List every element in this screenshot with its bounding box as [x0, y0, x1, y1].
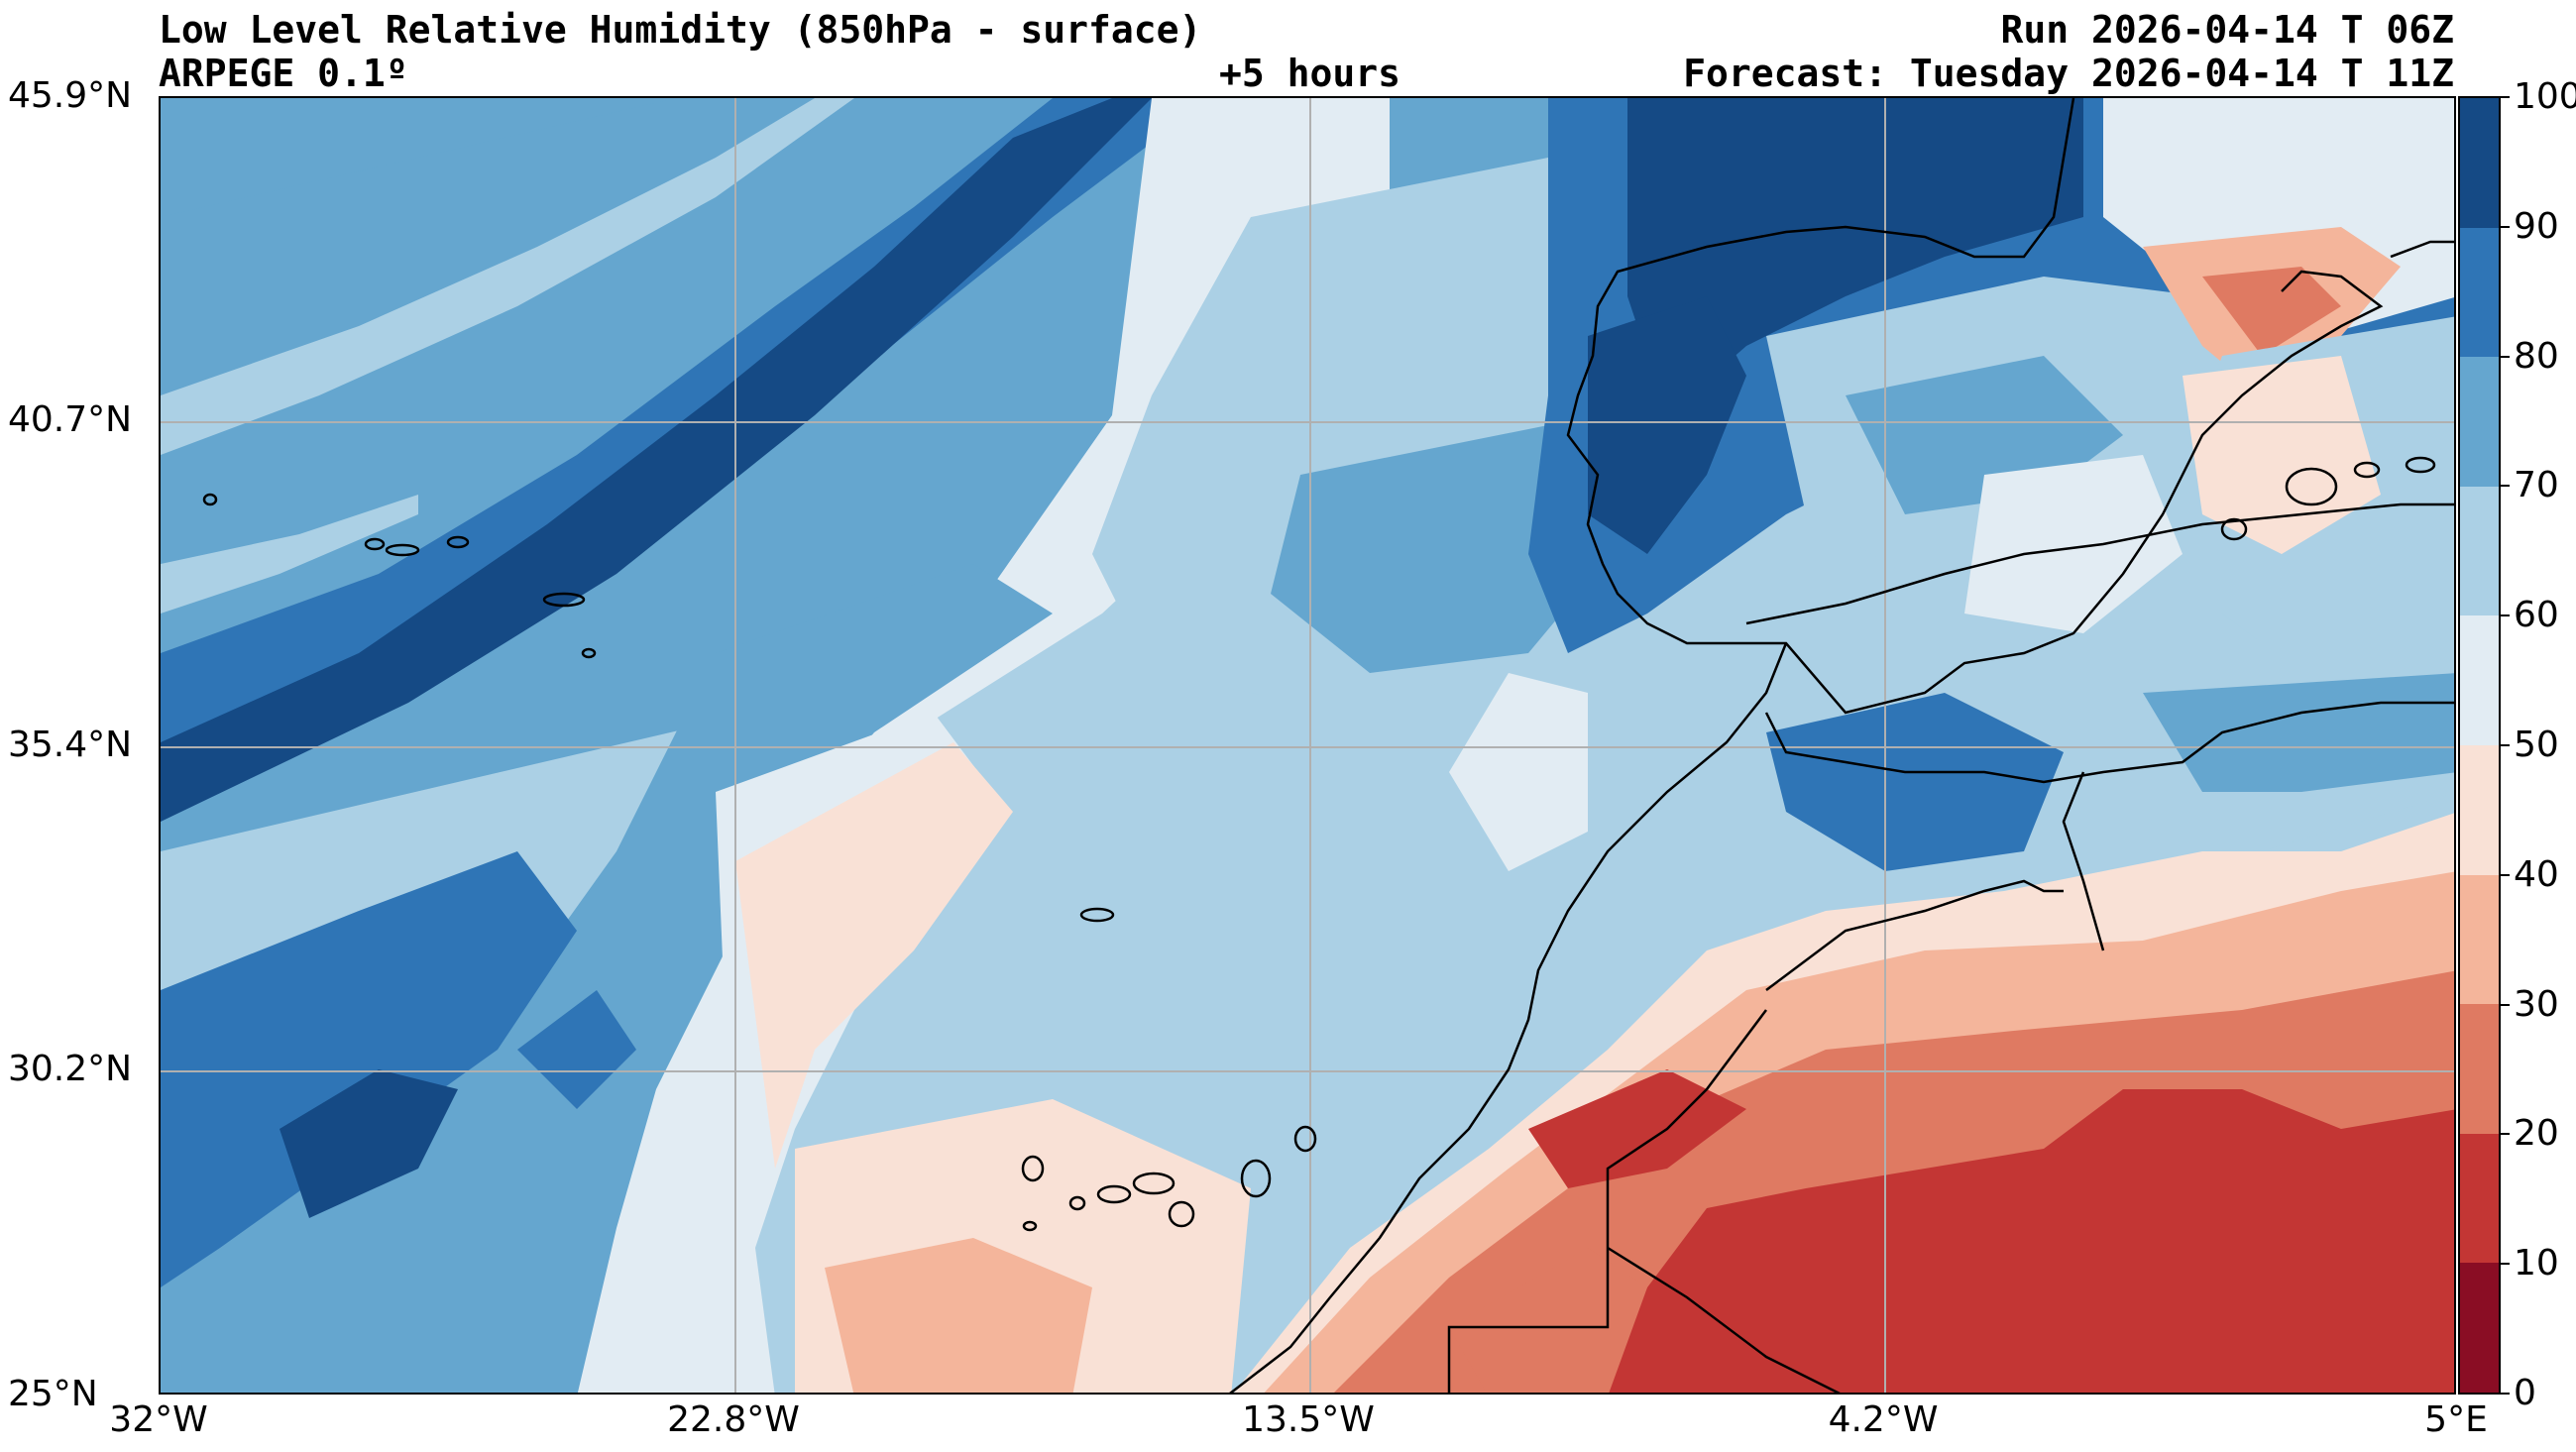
lat-label-3: 35.4°N: [8, 725, 133, 765]
graticule: [161, 98, 2454, 1393]
atlantic-africa-coast: [1229, 642, 1788, 1393]
colorbar-segment: [2460, 227, 2499, 358]
colorbar-tick: [2500, 355, 2510, 358]
lon-label-5: 5°E: [2424, 1399, 2488, 1440]
lat-label-4: 30.2°N: [8, 1049, 133, 1089]
sahara-dry-core: [1590, 1089, 2454, 1393]
colorbar-tick-label: 10: [2514, 1243, 2559, 1284]
colorbar-tick-label: 60: [2514, 595, 2559, 636]
moist-band-core: [161, 98, 1152, 822]
colorbar-tick: [2500, 744, 2510, 746]
lat-label-5: 25°N: [8, 1374, 98, 1414]
colorbar-tick: [2500, 485, 2510, 488]
colorbar-segment: [2460, 1004, 2499, 1134]
lat-label-2: 40.7°N: [8, 399, 133, 440]
colorbar-segment: [2460, 1133, 2499, 1264]
lon-label-2: 22.8°W: [667, 1399, 800, 1440]
dry-patch-ocean: [735, 742, 1013, 1169]
chart-title: Low Level Relative Humidity (850hPa - su…: [159, 8, 1202, 52]
map-canvas: [161, 98, 2454, 1393]
colorbar-tick-label: 90: [2514, 205, 2559, 247]
colorbar-tick: [2500, 1003, 2510, 1006]
colorbar-segment: [2460, 615, 2499, 745]
lon-label-1: 32°W: [109, 1399, 208, 1440]
colorbar-segment: [2460, 98, 2499, 228]
colorbar-tick-label: 30: [2514, 983, 2559, 1025]
colorbar-tick-label: 70: [2514, 465, 2559, 506]
humidity-map: [159, 96, 2456, 1395]
north-africa-coast: [1745, 503, 2454, 625]
coastlines: [1229, 98, 2454, 1393]
colorbar-segment: [2460, 1263, 2499, 1393]
colorbar-segment: [2460, 486, 2499, 616]
colorbar-segment: [2460, 744, 2499, 875]
colorbar-tick: [2500, 225, 2510, 228]
lon-label-4: 4.2°W: [1828, 1399, 1939, 1440]
colorbar-tick: [2500, 1133, 2510, 1136]
lat-label-1: 45.9°N: [8, 75, 133, 116]
colorbar-segment: [2460, 357, 2499, 487]
colorbar-tick: [2500, 873, 2510, 876]
colorbar-tick-label: 50: [2514, 725, 2559, 765]
colorbar-tick-label: 100: [2514, 76, 2576, 117]
model-name: ARPEGE 0.1º: [159, 52, 408, 95]
colorbar-tick: [2500, 1393, 2510, 1395]
colorbar-tick-label: 0: [2514, 1373, 2536, 1413]
colorbar-tick: [2500, 614, 2510, 617]
colorbar-tick: [2500, 1263, 2510, 1266]
islands: [202, 456, 2436, 1232]
colorbar-tick: [2500, 96, 2510, 98]
colorbar-tick-label: 40: [2514, 853, 2559, 895]
colorbar-tick-label: 20: [2514, 1113, 2559, 1155]
colorbar-tick-label: 80: [2514, 335, 2559, 377]
run-time: Run 2026-04-14 T 06Z: [2000, 8, 2454, 52]
forecast-time: Forecast: Tuesday 2026-04-14 T 11Z: [1683, 52, 2454, 95]
iberia-coast: [1566, 98, 2384, 715]
colorbar-segment: [2460, 874, 2499, 1005]
lon-label-3: 13.5°W: [1242, 1399, 1375, 1440]
forecast-offset: +5 hours: [1219, 52, 1401, 95]
colorbar: [2458, 96, 2501, 1395]
